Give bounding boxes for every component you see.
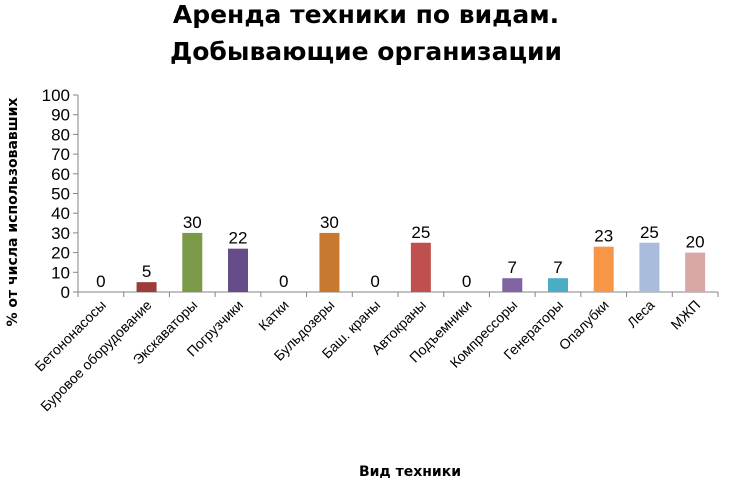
data-label: 25: [411, 223, 430, 242]
y-tick-label: 50: [51, 185, 70, 204]
data-label: 0: [462, 272, 471, 291]
bar: [639, 242, 660, 292]
bar: [136, 282, 157, 292]
data-label: 30: [183, 213, 202, 232]
data-label: 7: [508, 258, 517, 277]
category-label: Катки: [255, 297, 292, 334]
data-label: 7: [553, 258, 562, 277]
chart-title-line-2: Добывающие организации: [170, 37, 562, 66]
category-label: Леса: [624, 297, 658, 331]
data-label: 5: [142, 262, 151, 281]
data-label: 25: [640, 223, 659, 242]
data-label: 23: [594, 227, 613, 246]
data-label: 20: [686, 233, 705, 252]
category-label: Опалубки: [556, 297, 612, 353]
data-label: 0: [96, 272, 105, 291]
y-tick-label: 100: [42, 86, 70, 105]
y-tick-label: 10: [51, 263, 70, 282]
data-label: 22: [229, 229, 248, 248]
plot-area: 01020304050607080901000Бетононасосы5Буро…: [31, 86, 719, 414]
data-label: 0: [370, 272, 379, 291]
y-tick-label: 20: [51, 244, 70, 263]
bar: [319, 232, 340, 292]
category-label: МЖП: [667, 297, 703, 333]
bar: [182, 232, 203, 292]
y-tick-label: 30: [51, 224, 70, 243]
y-tick-label: 70: [51, 145, 70, 164]
y-tick-label: 60: [51, 165, 70, 184]
y-tick-label: 90: [51, 106, 70, 125]
chart-title-line-1: Аренда техники по видам.: [173, 0, 559, 29]
y-axis-title: % от числа использовавших: [5, 98, 21, 327]
data-label: 0: [279, 272, 288, 291]
y-tick-label: 40: [51, 204, 70, 223]
bar: [502, 278, 523, 292]
x-axis-title: Вид техники: [359, 464, 461, 480]
bar: [548, 278, 568, 292]
bar: [593, 246, 614, 292]
data-label: 30: [320, 213, 339, 232]
y-tick-label: 80: [51, 125, 70, 144]
bar: [228, 248, 248, 292]
y-tick-label: 0: [61, 283, 70, 302]
bar: [685, 252, 706, 292]
bar: [410, 242, 431, 292]
